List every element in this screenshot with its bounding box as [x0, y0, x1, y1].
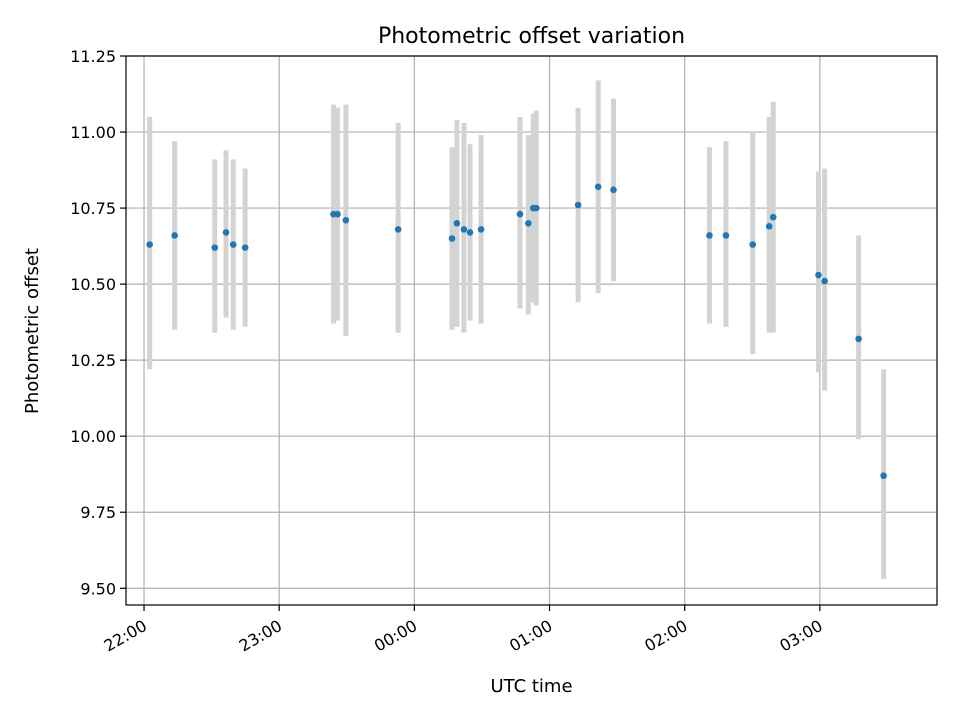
data-point — [880, 472, 887, 480]
data-point — [749, 241, 757, 248]
data-point — [821, 277, 828, 285]
data-point — [171, 232, 178, 239]
data-point — [460, 226, 468, 233]
y-tick-label: 9.50 — [80, 579, 116, 598]
data-points — [146, 183, 887, 480]
data-point — [815, 271, 822, 279]
data-point — [610, 186, 617, 194]
x-axis-label: UTC time — [490, 676, 572, 697]
data-point — [477, 226, 485, 233]
data-point — [222, 229, 230, 236]
plot-frame — [125, 55, 938, 606]
data-point — [211, 244, 219, 251]
data-point — [466, 229, 474, 236]
data-point — [525, 219, 532, 227]
data-point — [594, 183, 602, 191]
chart-title: Photometric offset variation — [378, 24, 685, 49]
y-tick-label: 10.50 — [70, 275, 116, 294]
y-axis-label: Photometric offset — [22, 248, 43, 414]
y-tick-label: 10.00 — [70, 427, 116, 446]
data-point — [229, 241, 237, 248]
y-tick-label: 11.25 — [70, 47, 116, 66]
data-point — [574, 201, 582, 209]
data-point — [448, 235, 456, 242]
data-point — [146, 241, 153, 248]
y-tick-label: 9.75 — [80, 503, 116, 522]
data-point — [342, 216, 350, 224]
y-tick-label: 10.75 — [70, 199, 116, 218]
data-point — [769, 213, 777, 221]
data-point — [394, 226, 402, 233]
data-point — [453, 219, 461, 227]
data-point — [532, 204, 540, 212]
data-point — [241, 244, 249, 251]
data-point — [706, 232, 713, 239]
data-point — [334, 210, 341, 218]
data-point — [855, 335, 862, 343]
y-tick-label: 11.00 — [70, 123, 116, 142]
data-point — [722, 232, 730, 239]
data-point — [765, 223, 773, 230]
data-point — [516, 210, 524, 218]
y-tick-label: 10.25 — [70, 351, 116, 370]
y-axis-ticks: 9.50 9.75 10.00 10.25 10.50 10.75 11.00 11.25 — [70, 47, 126, 598]
